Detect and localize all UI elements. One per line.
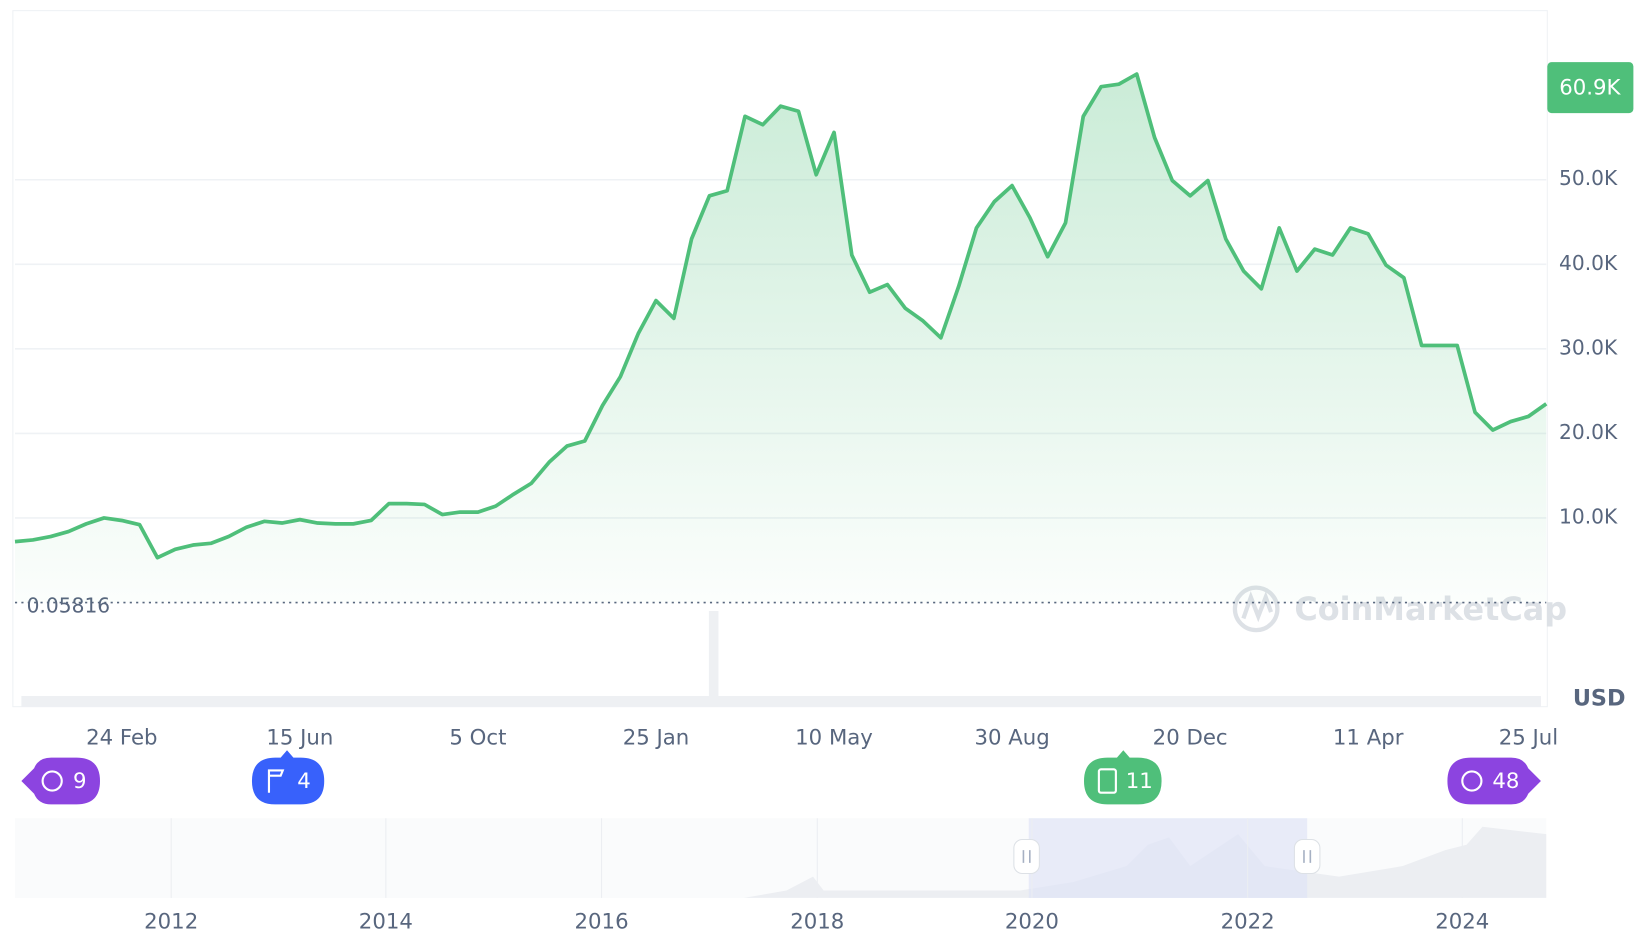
x-tick-label: 25 Jul bbox=[1499, 726, 1558, 751]
price-badge-label: 60.9K bbox=[1559, 76, 1621, 101]
y-tick-label: 20.0K bbox=[1559, 420, 1618, 444]
currency: USD bbox=[1573, 686, 1626, 712]
navigator bbox=[14, 818, 1547, 898]
price-line bbox=[14, 72, 1548, 560]
badge[interactable] bbox=[1447, 757, 1541, 805]
y-tick-label: 30.0K bbox=[1559, 335, 1618, 359]
badge-count: 48 bbox=[1492, 769, 1519, 794]
volume-bars bbox=[21, 611, 1541, 707]
x-tick-label: 15 Jun bbox=[266, 726, 333, 751]
price-badge bbox=[1547, 62, 1634, 114]
area bbox=[14, 74, 1547, 603]
x-tick-label: 20 Dec bbox=[1153, 726, 1228, 751]
y-tick-label: 50.0K bbox=[1559, 166, 1618, 190]
x-tick-label: 30 Aug bbox=[974, 726, 1049, 751]
badge[interactable] bbox=[1084, 750, 1162, 805]
navigator-year: 2018 bbox=[790, 909, 844, 934]
navigator-year: 2024 bbox=[1435, 909, 1489, 934]
y-tick-label: 10.0K bbox=[1559, 504, 1618, 528]
x-tick-label: 24 Feb bbox=[86, 726, 157, 751]
y-tick-label: 40.0K bbox=[1559, 251, 1618, 275]
navigator-year: 2012 bbox=[144, 909, 198, 934]
navigator-year: 2022 bbox=[1221, 909, 1275, 934]
x-tick-label: 5 Oct bbox=[449, 726, 506, 751]
badge[interactable] bbox=[251, 750, 325, 805]
navigator-year: 2014 bbox=[359, 909, 413, 934]
navigator-year: 2020 bbox=[1005, 909, 1059, 934]
x-tick-label: 25 Jan bbox=[623, 726, 690, 751]
badge-count: 11 bbox=[1126, 769, 1153, 794]
badge-count: 9 bbox=[73, 769, 87, 794]
event-badges: 9 4 11 48 bbox=[21, 750, 1541, 805]
x-tick-label: 10 May bbox=[795, 726, 873, 751]
x-tick-label: 11 Apr bbox=[1333, 726, 1404, 751]
navigator-year: 2016 bbox=[575, 909, 629, 934]
badge-count: 4 bbox=[297, 769, 311, 794]
badge[interactable] bbox=[21, 757, 100, 805]
